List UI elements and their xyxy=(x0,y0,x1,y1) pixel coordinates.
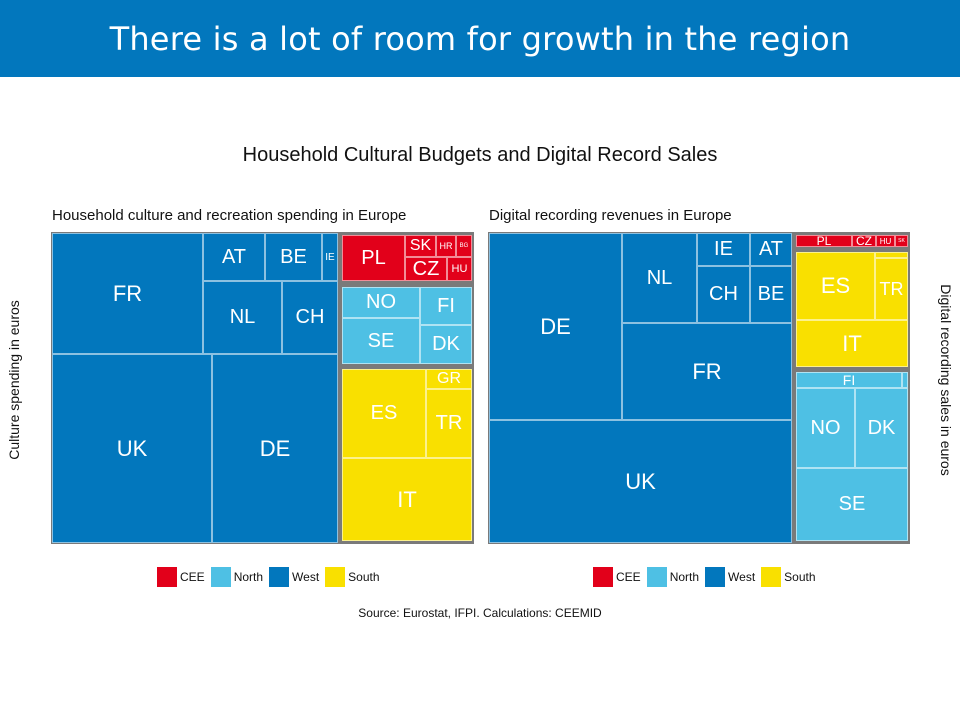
treemap-cell-dk: DK xyxy=(420,325,472,364)
treemap-cell-no: NO xyxy=(796,388,855,468)
left-treemap: FR AT BE IE NL CH UK DE PL SK HR BG CZ HU NO SE FI DK ES GR… xyxy=(51,232,474,544)
treemap-cell-be: BE xyxy=(750,266,792,323)
treemap-cell-be: BE xyxy=(265,233,322,281)
chart-title: Household Cultural Budgets and Digital R… xyxy=(242,144,718,166)
treemap-cell-hu: HU xyxy=(447,257,472,281)
treemap-cell-hr: HR xyxy=(436,235,456,257)
legend-swatch-south xyxy=(761,567,782,587)
legend-label-south: South xyxy=(784,570,816,584)
treemap-cell-se: SE xyxy=(342,318,420,364)
treemap-cell-bg: BG xyxy=(456,235,472,257)
treemap-cell-ie: IE xyxy=(322,233,338,281)
legend-label-west: West xyxy=(292,570,320,584)
treemap-cell-it: IT xyxy=(342,458,472,541)
slide-title: There is a lot of room for growth in the… xyxy=(0,0,960,77)
treemap-cell-uk: UK xyxy=(52,354,212,543)
legend-label-cee: CEE xyxy=(616,570,641,584)
treemap-cell-sk: SK xyxy=(405,235,436,257)
right-y-axis-label: Digital recording sales in euros xyxy=(938,284,954,476)
legend-swatch-cee xyxy=(593,567,613,587)
treemap-cell-nl: NL xyxy=(622,233,697,323)
treemap-cell-tr: TR xyxy=(426,389,472,458)
treemap-cell-ch: CH xyxy=(282,281,338,354)
right-legend: CEE North West South xyxy=(593,567,822,587)
treemap-cell-fi: FI xyxy=(796,372,902,388)
treemap-cell-pl: PL xyxy=(342,235,405,281)
legend-swatch-west xyxy=(705,567,726,587)
legend-label-north: North xyxy=(233,570,264,584)
left-legend: CEE North West South xyxy=(157,567,386,587)
treemap-cell-hu: HU xyxy=(876,235,895,247)
treemap-cell-nl: NL xyxy=(203,281,282,354)
treemap-cell-cz: CZ xyxy=(405,257,447,281)
legend-label-south: South xyxy=(348,570,380,584)
treemap-cell-fi: FI xyxy=(420,287,472,325)
treemap-cell-it: IT xyxy=(796,320,908,367)
treemap-cell-no: NO xyxy=(342,287,420,318)
treemap-cell-de: DE xyxy=(489,233,622,420)
left-y-axis-label: Culture spending in euros xyxy=(6,300,22,460)
legend-label-north: North xyxy=(669,570,700,584)
treemap-cell-pl: PL xyxy=(796,235,852,247)
source-note: Source: Eurostat, IFPI. Calculations: CE… xyxy=(358,606,602,620)
treemap-cell-fr: FR xyxy=(52,233,203,354)
legend-label-cee: CEE xyxy=(180,570,205,584)
treemap-cell-es: ES xyxy=(342,369,426,458)
treemap-cell-tr: TR xyxy=(875,258,908,320)
legend-swatch-cee xyxy=(157,567,177,587)
treemap-cell-cz: CZ xyxy=(852,235,876,247)
right-treemap: DE NL IE AT CH BE FR UK PL CZ HU SK ES TR IT FI NO DK SE xyxy=(488,232,910,544)
treemap-cell-sk: SK xyxy=(895,235,908,247)
treemap-cell-de: DE xyxy=(212,354,338,543)
treemap-cell-unlabeled xyxy=(875,252,908,258)
treemap-cell-es: ES xyxy=(796,252,875,320)
treemap-cell-se: SE xyxy=(796,468,908,541)
legend-swatch-south xyxy=(325,567,346,587)
treemap-cell-uk: UK xyxy=(489,420,792,543)
treemap-cell-at: AT xyxy=(203,233,265,281)
treemap-cell-ie: IE xyxy=(697,233,750,266)
right-panel-subtitle: Digital recording revenues in Europe xyxy=(489,207,732,224)
treemap-cell-unlabeled xyxy=(902,372,908,388)
legend-label-west: West xyxy=(728,570,756,584)
treemap-cell-dk: DK xyxy=(855,388,908,468)
treemap-cell-fr: FR xyxy=(622,323,792,420)
treemap-cell-ch: CH xyxy=(697,266,750,323)
left-panel-subtitle: Household culture and recreation spendin… xyxy=(52,207,407,224)
treemap-cell-at: AT xyxy=(750,233,792,266)
legend-swatch-north xyxy=(210,567,231,587)
legend-swatch-west xyxy=(269,567,290,587)
treemap-cell-gr: GR xyxy=(426,369,472,389)
legend-swatch-north xyxy=(646,567,667,587)
